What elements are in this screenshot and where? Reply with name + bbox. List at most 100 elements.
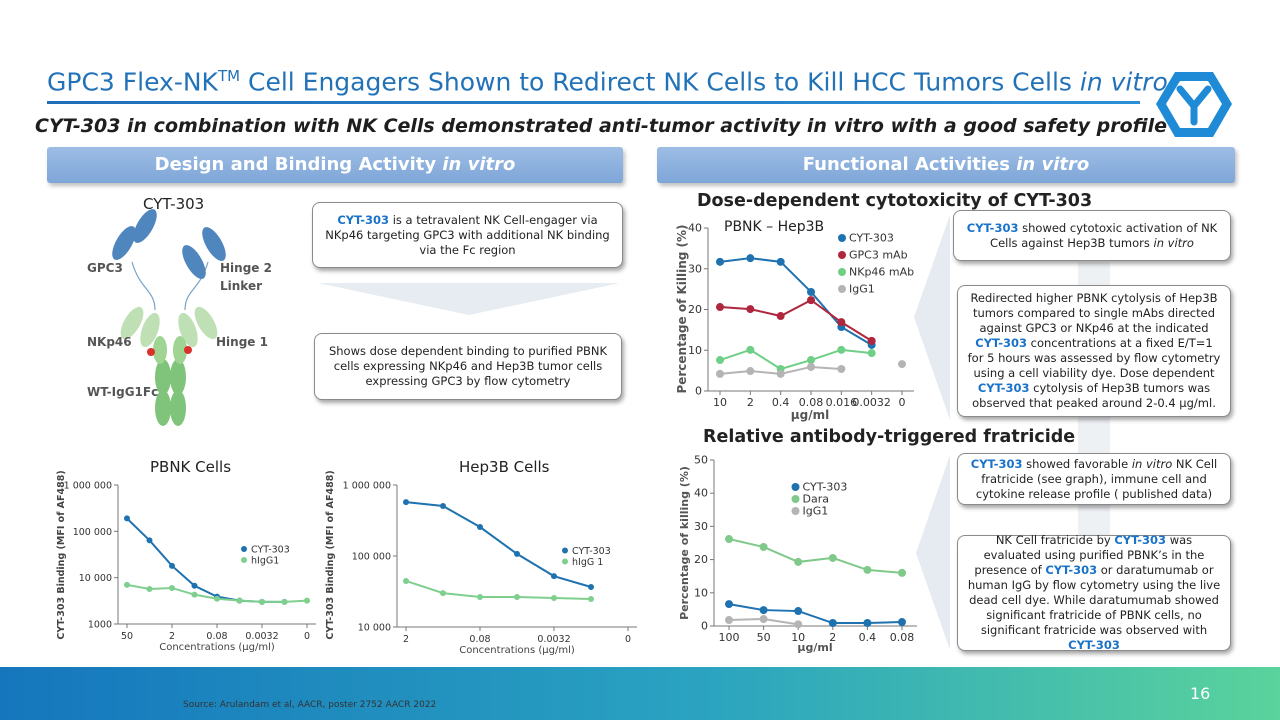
legend-marker xyxy=(791,507,800,515)
text-run: CYT-303 xyxy=(1114,533,1167,547)
text-run: NK Cell fratricide (see graph), immune c… xyxy=(975,456,1218,501)
data-point xyxy=(146,585,153,592)
data-point xyxy=(514,550,520,557)
x-tick-label: 0 xyxy=(304,631,310,642)
data-point xyxy=(863,565,872,574)
data-point xyxy=(169,584,175,591)
data-point xyxy=(551,573,557,580)
text-box: NK Cell fratricide by CYT-303 was evalua… xyxy=(957,533,1231,652)
text-run: CYT-303 xyxy=(977,381,1030,395)
legend-marker xyxy=(838,268,846,276)
text-run: CYT-303 xyxy=(975,336,1027,350)
text-run: Functional Activities xyxy=(802,154,1017,175)
y-tick-label: 1000 xyxy=(88,620,112,631)
x-tick-label: 0 xyxy=(899,396,906,409)
x-tick-label: 0.0032 xyxy=(537,634,570,645)
antibody-diagram xyxy=(112,209,226,426)
y-axis-label: Percentage of Killing (%) xyxy=(675,224,689,393)
y-tick-label: 40 xyxy=(694,487,708,500)
y-tick-label: 10 xyxy=(688,344,702,357)
data-point xyxy=(828,553,837,562)
logo xyxy=(1156,72,1232,137)
y-tick-label: 0 xyxy=(701,620,708,633)
x-tick-label: 10 xyxy=(791,631,805,644)
data-point xyxy=(828,619,837,628)
section-header: Design and Binding Activity in vitro xyxy=(47,147,623,183)
series-line xyxy=(719,298,873,342)
data-point xyxy=(191,582,198,589)
legend-marker xyxy=(838,234,846,242)
legend-label: hIgG1 xyxy=(251,556,279,567)
y-tick-label: 20 xyxy=(694,553,708,566)
data-point xyxy=(898,618,906,627)
chart-title: Relative antibody-triggered fratricide xyxy=(703,427,1076,447)
text-run: Redirected higher PBNK cytolysis of Hep3… xyxy=(970,291,1218,335)
data-point xyxy=(124,581,130,588)
legend-marker xyxy=(838,285,846,293)
x-axis-label: Concentrations (µg/ml) xyxy=(159,642,275,653)
box-text: CYT-303 showed favorable in vitro NK Cel… xyxy=(966,457,1222,502)
y-tick-label: 30 xyxy=(688,262,702,275)
data-point xyxy=(898,360,906,369)
flow-arrow xyxy=(916,455,950,650)
data-point xyxy=(725,600,733,609)
slide-title: GPC3 Flex-NKTM Cell Engagers Shown to Re… xyxy=(47,67,1168,96)
text-run: Shows dose dependent binding to purified… xyxy=(328,344,608,388)
legend-marker xyxy=(241,546,247,552)
flow-arrow xyxy=(914,215,950,420)
data-point xyxy=(759,606,768,615)
x-tick-label: 0.4 xyxy=(772,396,790,409)
legend-label: NKp46 mAb xyxy=(849,266,914,279)
data-point xyxy=(807,362,815,371)
text-run: in vitro xyxy=(1153,235,1194,250)
text-run: in vitro xyxy=(1016,154,1090,175)
data-point xyxy=(403,499,409,506)
data-point xyxy=(759,542,768,551)
data-point xyxy=(551,595,557,602)
x-axis-label: µg/ml xyxy=(797,641,833,654)
data-point xyxy=(191,591,198,598)
text-run: CYT-303 xyxy=(337,212,390,227)
text-run: NK Cell fratricide by xyxy=(995,533,1115,547)
x-tick-label: 0.08 xyxy=(206,631,227,642)
series-line xyxy=(405,580,592,600)
legend-marker xyxy=(241,557,247,563)
text-run: in vitro xyxy=(442,154,516,175)
x-tick-label: 50 xyxy=(757,631,771,644)
slide-subtitle: CYT-303 in combination with NK Cells dem… xyxy=(35,115,1167,137)
y-tick-label: 40 xyxy=(688,222,702,235)
data-point xyxy=(440,590,446,597)
text-run: CYT-303 xyxy=(1045,563,1098,577)
x-tick-label: 2 xyxy=(403,634,409,645)
y-tick-label: 20 xyxy=(688,303,702,316)
x-tick-label: 100 xyxy=(719,631,740,644)
data-point xyxy=(867,349,876,358)
y-axis-label: CYT-303 Binding (MFI of AF488) xyxy=(325,470,336,639)
data-point xyxy=(863,619,872,628)
data-point xyxy=(746,305,755,314)
series-line xyxy=(728,538,903,574)
y-tick-label: 10 000 xyxy=(358,623,391,634)
chart: 0 10 20 30 40 50 100 50 10 2 0.4 0.08 CYT-303DaraIgG… xyxy=(694,454,917,644)
text-run: in vitro xyxy=(1131,456,1173,471)
data-point xyxy=(716,356,724,365)
text-run: TM xyxy=(217,67,241,85)
data-point xyxy=(304,597,310,604)
data-point xyxy=(794,607,803,616)
diagram-label: WT-IgG1Fc xyxy=(87,385,159,399)
y-axis-label: Percentage of killing (%) xyxy=(678,466,691,620)
legend-label: IgG1 xyxy=(849,283,875,296)
x-tick-label: 0.4 xyxy=(859,631,877,644)
y-tick-label: 10 000 xyxy=(79,573,112,584)
data-point xyxy=(725,616,733,625)
legend-label: CYT-303 xyxy=(572,546,611,557)
diagram-label: GPC3 xyxy=(87,261,123,275)
data-point xyxy=(588,583,594,590)
x-tick-label: 10 xyxy=(713,396,727,409)
data-point xyxy=(807,296,815,305)
chart-title: PBNK Cells xyxy=(150,458,232,476)
data-point xyxy=(716,257,724,266)
legend-label: IgG1 xyxy=(803,505,829,518)
data-point xyxy=(794,620,803,629)
y-tick-label: 0 xyxy=(695,385,702,398)
